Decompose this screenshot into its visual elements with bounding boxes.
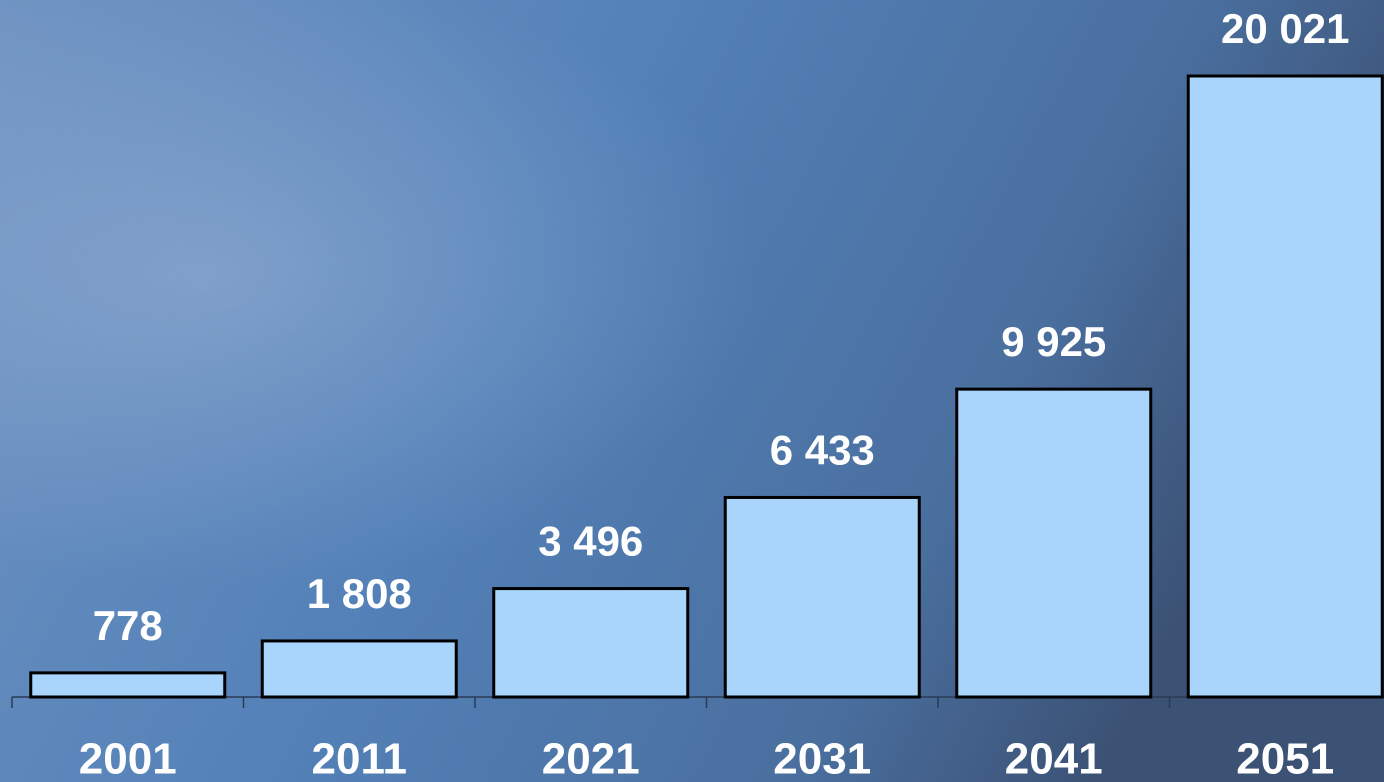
- x-tick-label: 2011: [312, 735, 407, 782]
- value-label: 9 925: [1001, 318, 1106, 365]
- bar: [260, 639, 458, 699]
- value-label: 778: [93, 602, 163, 649]
- bar: [1186, 74, 1384, 699]
- value-label: 20 021: [1221, 5, 1349, 52]
- x-tick-label: 2001: [79, 735, 177, 782]
- value-label: 3 496: [538, 518, 643, 565]
- x-tick-label: 2051: [1236, 735, 1334, 782]
- bar: [29, 671, 227, 699]
- x-tick-label: 2031: [773, 735, 871, 782]
- bar: [492, 587, 690, 699]
- value-label: 6 433: [770, 427, 875, 474]
- bar: [723, 495, 921, 699]
- x-tick-label: 2021: [542, 735, 640, 782]
- value-label: 1 808: [307, 570, 412, 617]
- x-tick-label: 2041: [1005, 735, 1103, 782]
- bar: [955, 387, 1153, 699]
